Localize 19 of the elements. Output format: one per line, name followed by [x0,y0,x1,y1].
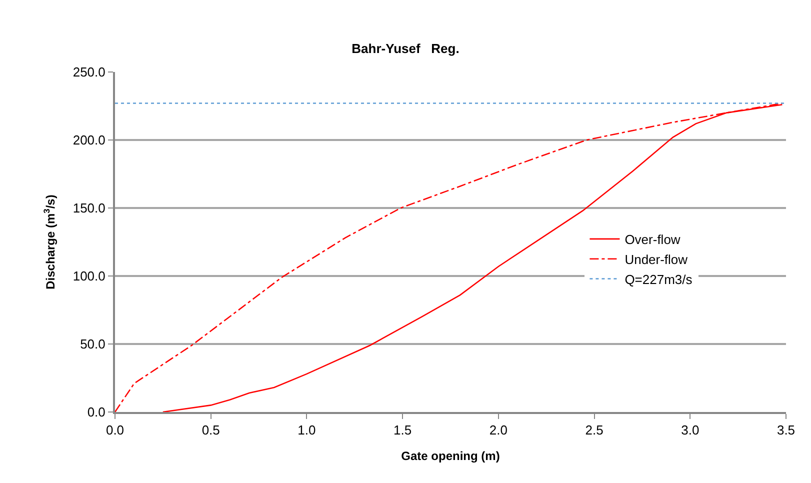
x-tick-label: 0.0 [106,422,124,438]
x-tick-label: 3.5 [776,422,796,438]
y-tick-label: 100.0 [72,268,106,284]
x-tick-label: 1.0 [298,422,316,438]
chart-title: Bahr-Yusef Reg. [352,40,460,56]
x-tick-label: 1.5 [394,422,412,438]
y-tick-label: 50.0 [80,336,106,352]
y-tick-label: 0.0 [87,404,106,420]
x-tick-label: 2.0 [489,422,508,438]
y-tick-label: 250.0 [72,64,106,80]
y-tick-label: 150.0 [72,200,106,216]
y-tick-label: 200.0 [72,132,106,148]
x-tick-label: 3.0 [681,422,700,438]
legend-label: Under-flow [624,252,688,267]
legend-label: Q=227m3/s [624,272,693,287]
x-tick-label: 0.5 [202,422,220,438]
legend-label: Over-flow [624,232,681,248]
x-tick-label: 2.5 [585,422,604,438]
x-axis-title: Gate opening (m) [401,449,500,463]
